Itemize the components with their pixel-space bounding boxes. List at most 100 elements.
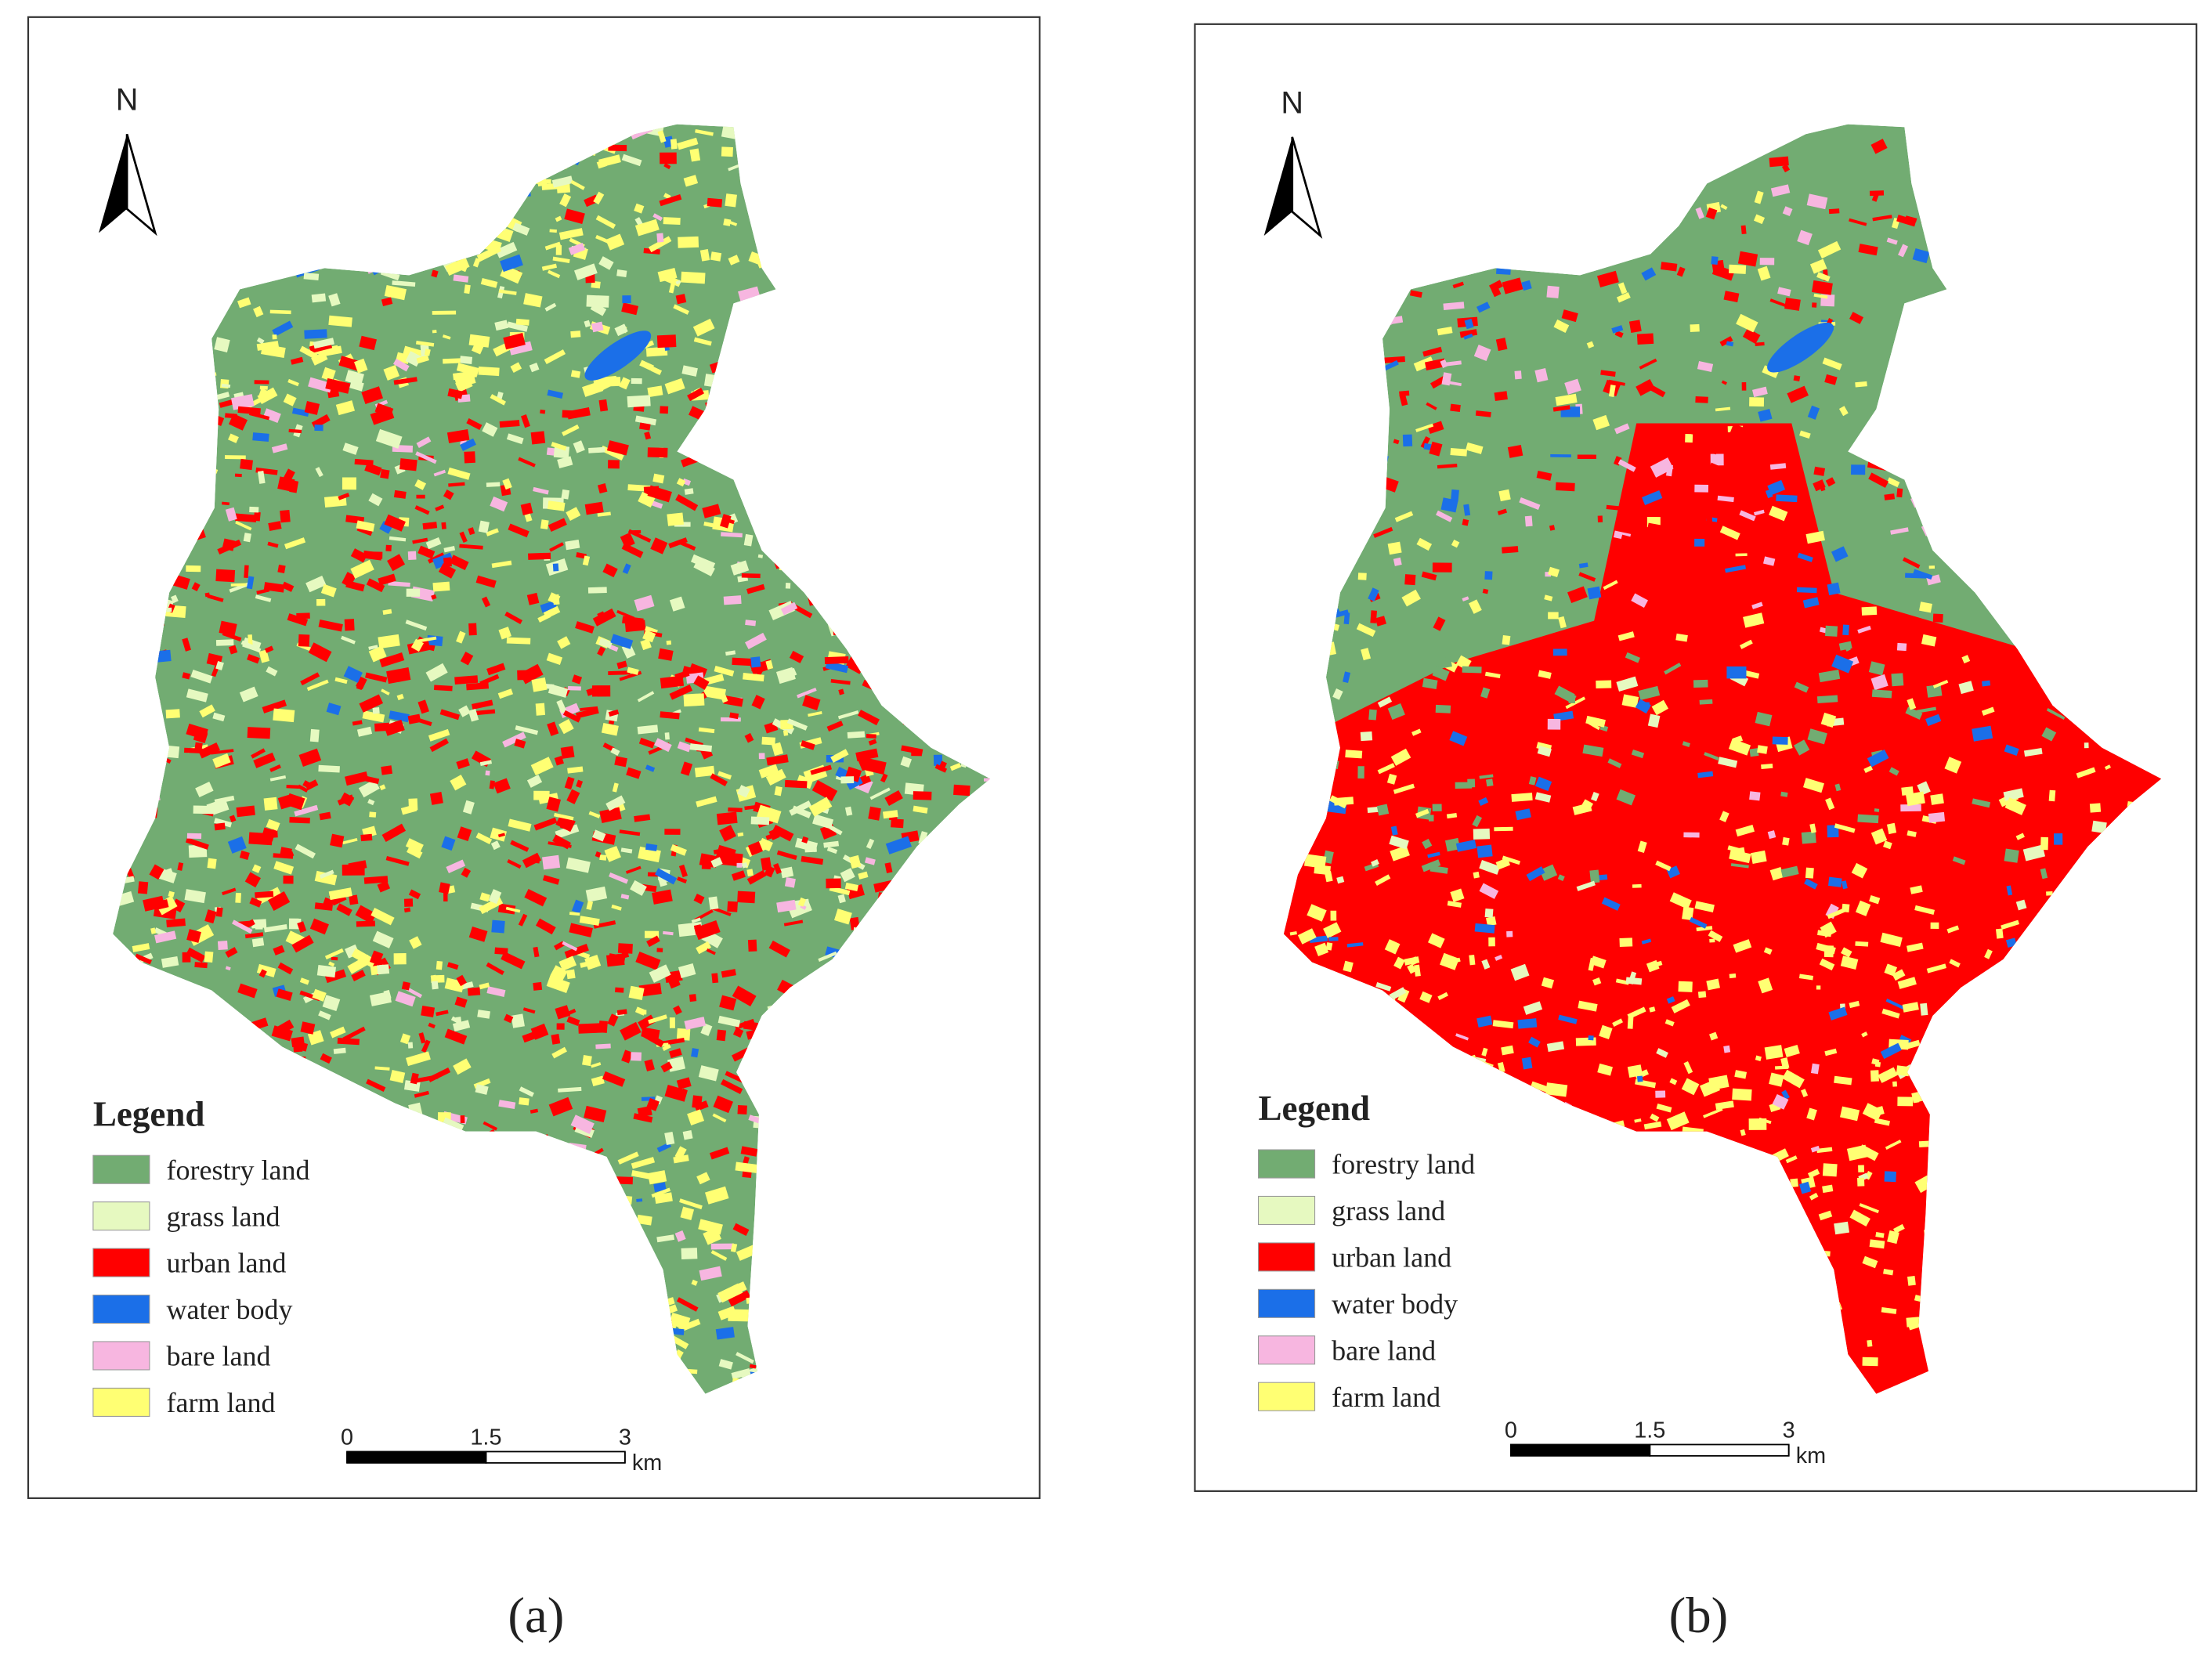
land-patch — [737, 832, 744, 837]
land-patch — [1343, 671, 1351, 684]
land-patch — [431, 269, 439, 278]
land-patch — [561, 489, 570, 500]
land-patch — [804, 844, 817, 853]
land-patch — [488, 889, 502, 905]
land-patch — [556, 699, 567, 713]
land-patch — [682, 1129, 693, 1140]
land-patch — [669, 684, 693, 700]
land-patch — [1314, 865, 1331, 876]
land-patch — [1796, 587, 1817, 594]
legend-label: water body — [1332, 1288, 1458, 1320]
land-patch — [1807, 405, 1820, 420]
legend-swatch — [92, 1387, 150, 1417]
land-patch — [1635, 699, 1651, 714]
land-patch — [703, 1227, 721, 1245]
land-patch — [1862, 1255, 1878, 1269]
land-patch — [236, 805, 255, 818]
land-patch — [248, 634, 253, 645]
north-label: N — [116, 83, 139, 117]
land-patch — [1732, 1088, 1752, 1101]
land-patch — [533, 981, 543, 991]
land-patch — [1881, 1307, 1897, 1314]
land-patch — [582, 555, 591, 566]
land-patch — [1694, 484, 1709, 493]
land-patch — [1473, 871, 1480, 879]
land-patch — [713, 1095, 733, 1114]
land-patch — [432, 310, 457, 315]
land-patch — [710, 1243, 734, 1250]
land-patch — [675, 494, 699, 511]
land-patch — [664, 829, 681, 835]
land-patch — [1546, 1041, 1565, 1053]
land-patch — [433, 685, 453, 692]
land-patch — [584, 320, 591, 328]
land-patch — [554, 756, 564, 766]
land-patch — [185, 837, 209, 850]
land-patch — [1437, 463, 1458, 469]
land-patch — [630, 880, 647, 896]
land-patch — [1820, 712, 1837, 728]
land-patch — [1642, 490, 1663, 505]
land-patch — [273, 945, 285, 956]
land-patch — [406, 588, 421, 597]
land-patch — [580, 706, 598, 711]
land-patch — [524, 889, 548, 907]
land-patch — [421, 1039, 431, 1053]
land-patch — [1377, 763, 1395, 775]
land-patch — [507, 321, 529, 332]
land-patch — [345, 370, 364, 386]
land-patch — [475, 575, 497, 588]
land-patch — [1699, 699, 1713, 705]
land-patch — [810, 764, 832, 775]
land-patch — [1932, 679, 1949, 688]
land-patch — [1399, 390, 1410, 397]
land-patch — [731, 870, 746, 881]
land-patch — [585, 886, 608, 902]
land-patch — [610, 747, 620, 756]
land-patch — [498, 1100, 516, 1110]
land-patch — [801, 740, 815, 750]
land-patch — [1553, 319, 1570, 333]
land-patch — [638, 982, 662, 997]
land-patch — [1678, 981, 1693, 992]
land-patch — [486, 663, 506, 676]
land-patch — [660, 152, 677, 164]
land-patch — [1478, 797, 1489, 806]
land-patch — [1397, 988, 1410, 1003]
land-patch — [204, 592, 210, 598]
land-patch — [1754, 190, 1764, 204]
land-patch — [1549, 525, 1556, 531]
land-patch — [520, 502, 533, 515]
land-patch — [255, 594, 272, 602]
land-patch — [1799, 1181, 1812, 1194]
land-patch — [427, 552, 445, 564]
land-patch — [1433, 647, 1443, 656]
land-patch — [1827, 908, 1846, 919]
land-patch — [485, 770, 490, 776]
land-patch — [303, 272, 320, 281]
land-patch — [566, 507, 581, 521]
land-patch — [1682, 906, 1694, 921]
north-arrow — [1291, 136, 1323, 239]
land-patch — [747, 841, 764, 856]
land-patch — [359, 335, 377, 351]
land-patch — [882, 810, 898, 819]
land-patch — [533, 946, 540, 958]
land-patch — [454, 675, 479, 685]
land-patch — [707, 197, 723, 208]
land-patch — [490, 840, 501, 851]
land-patch — [749, 1364, 757, 1369]
land-patch — [439, 882, 450, 894]
land-patch — [1731, 604, 1739, 611]
land-patch — [1587, 586, 1602, 600]
land-patch — [784, 877, 796, 888]
land-patch — [605, 233, 625, 251]
land-patch — [563, 1008, 576, 1017]
land-patch — [1851, 862, 1868, 879]
land-patch — [1782, 836, 1790, 846]
land-patch — [676, 1028, 691, 1041]
land-patch — [1528, 776, 1537, 786]
land-patch — [725, 193, 737, 208]
land-patch — [459, 531, 468, 544]
land-patch — [1332, 688, 1343, 700]
